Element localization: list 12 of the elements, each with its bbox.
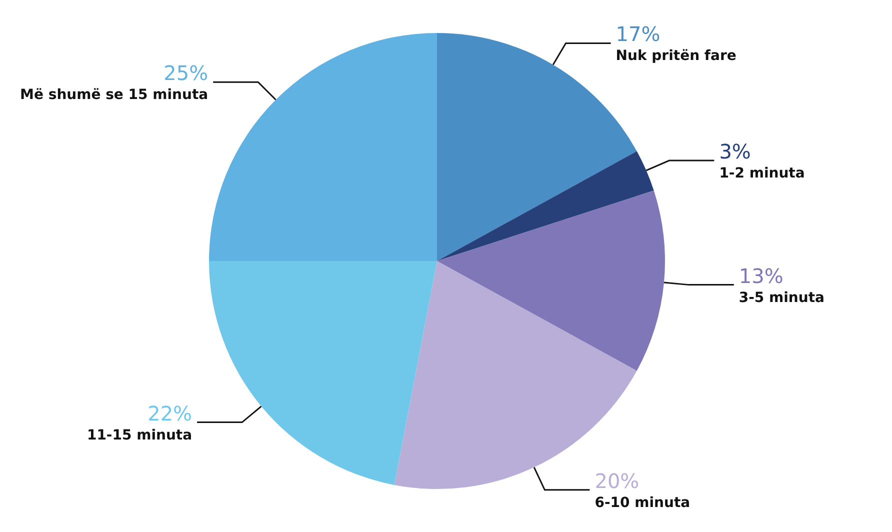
data-label: 20% [594,468,640,493]
data-label: 3% [719,140,751,164]
slice-label: 1-2 minuta [719,166,805,182]
data-label: 25% [164,61,208,86]
data-label: 13% [738,264,784,288]
slice-label: 6-10 minuta [594,494,690,511]
slice-label: 11-15 minuta [86,427,192,444]
data-label: 17% [616,22,660,46]
data-label: 22% [148,401,192,426]
slice-label: Nuk pritën fare [616,48,736,64]
slice-label: 3-5 minuta [738,290,825,306]
slice-label: Më shumë se 15 minuta [20,87,208,104]
